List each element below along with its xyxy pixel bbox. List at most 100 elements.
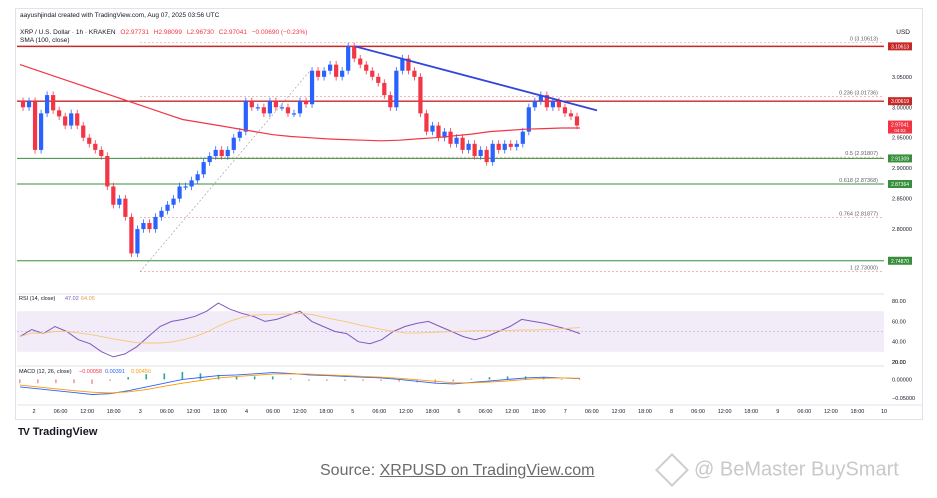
candle-body bbox=[538, 95, 543, 102]
candle-body bbox=[352, 46, 357, 59]
macd-extra-tick: 20.00 bbox=[892, 360, 906, 366]
candle-body bbox=[382, 82, 387, 96]
symbol-label: XRP / U.S. Dollar · 1h · KRAKEN bbox=[20, 29, 116, 36]
candle-body bbox=[63, 116, 68, 126]
candle-body bbox=[105, 156, 110, 187]
candle-body bbox=[26, 101, 32, 108]
candle-body bbox=[237, 131, 242, 138]
currency-label: USD bbox=[896, 29, 910, 36]
candle-body bbox=[454, 137, 459, 144]
last-price-tag bbox=[888, 120, 912, 134]
macd-histogram-bar bbox=[308, 379, 310, 381]
time-tick-label: 06:00 bbox=[691, 409, 705, 415]
fib-level-label: 0.618 (2.87368) bbox=[839, 178, 878, 184]
rsi-tick-label: 60.00 bbox=[892, 319, 906, 325]
candle-body bbox=[213, 149, 218, 156]
watermark-text: @ BeMaster BuySmart bbox=[694, 458, 899, 481]
candle-body bbox=[249, 101, 254, 108]
candle-body bbox=[75, 113, 80, 126]
macd-histogram-bar bbox=[163, 373, 166, 380]
price-tick-label: 2.90000 bbox=[892, 166, 912, 172]
time-tick-label: 06:00 bbox=[266, 409, 280, 415]
candle-body bbox=[430, 125, 435, 132]
candle-body bbox=[117, 198, 122, 205]
candle-body bbox=[436, 125, 441, 138]
fib-level-label: 1 (2.73000) bbox=[850, 266, 878, 272]
candle-body bbox=[502, 143, 507, 150]
time-tick-label: 06:00 bbox=[479, 409, 493, 415]
macd-histogram-bar bbox=[235, 376, 238, 380]
time-tick-label: 18:00 bbox=[638, 409, 652, 415]
candle-body bbox=[406, 58, 411, 71]
candle-body bbox=[364, 64, 369, 71]
price-tick-label: 3.00000 bbox=[892, 105, 912, 111]
candle-body bbox=[297, 101, 303, 114]
time-tick-label: 18:00 bbox=[213, 409, 227, 415]
macd-legend: MACD (12, 26, close) bbox=[19, 369, 72, 375]
macd-tick-label: −0.05000 bbox=[892, 396, 915, 402]
candle-body bbox=[376, 76, 381, 83]
macd-legend-value: 0.00450 bbox=[131, 369, 151, 375]
candle-body bbox=[165, 204, 170, 211]
time-tick-label: 12:00 bbox=[824, 409, 838, 415]
time-tick-label: 10 bbox=[881, 409, 887, 415]
source-link[interactable]: XRPUSD on TradingView.com bbox=[379, 462, 595, 479]
close-value: C2.97041 bbox=[218, 29, 247, 36]
candle-body bbox=[44, 95, 50, 114]
level-tag-resistance-top bbox=[888, 42, 912, 51]
candle-body bbox=[147, 223, 152, 230]
candle-body bbox=[255, 107, 260, 109]
rsi-value: 47.02 bbox=[65, 296, 79, 302]
candle-body bbox=[394, 70, 399, 108]
candle-body bbox=[514, 143, 519, 147]
time-tick-label: 06:00 bbox=[585, 409, 599, 415]
ohlc-legend: XRP / U.S. Dollar · 1h · KRAKEN O2.97731… bbox=[20, 29, 310, 36]
macd-histogram-bar bbox=[91, 379, 93, 384]
level-tag-text-support-low: 2.74870 bbox=[891, 259, 909, 265]
time-tick-label: 4 bbox=[245, 409, 248, 415]
macd-histogram-bar bbox=[344, 379, 346, 381]
candle-body bbox=[177, 186, 182, 199]
time-tick-label: 12:00 bbox=[611, 409, 625, 415]
macd-histogram-bar bbox=[55, 379, 57, 384]
time-tick-label: 12:00 bbox=[505, 409, 519, 415]
macd-legend-value: 0.00391 bbox=[105, 369, 125, 375]
candle-body bbox=[424, 113, 429, 132]
candle-body bbox=[526, 107, 531, 132]
candle-body bbox=[225, 149, 230, 156]
tradingview-logo-icon: TV bbox=[18, 426, 30, 438]
candle-body bbox=[135, 229, 140, 254]
candle-body bbox=[99, 149, 104, 156]
level-tag-support-upper bbox=[888, 154, 912, 163]
candle-body bbox=[388, 95, 393, 108]
level-tag-text-resistance-top: 3.10613 bbox=[891, 44, 909, 50]
candle-body bbox=[556, 101, 562, 108]
fib-level-label: 0.764 (2.81877) bbox=[839, 212, 878, 218]
candle-body bbox=[129, 216, 134, 254]
macd-histogram-bar bbox=[253, 376, 256, 380]
source-caption: Source: XRPUSD on TradingView.com bbox=[320, 462, 595, 480]
time-tick-label: 18:00 bbox=[744, 409, 758, 415]
level-tag-support-mid bbox=[888, 180, 912, 189]
macd-histogram-bar bbox=[19, 379, 21, 384]
level-tag-text-resistance-mid: 3.00619 bbox=[891, 99, 909, 105]
rsi-tick-label: 40.00 bbox=[892, 340, 906, 346]
candle-body bbox=[87, 137, 92, 144]
macd-histogram-bar bbox=[579, 379, 581, 381]
macd-histogram-bar bbox=[560, 379, 563, 380]
rsi-tick-label: 80.00 bbox=[892, 299, 906, 305]
candle-body bbox=[273, 101, 279, 108]
macd-histogram-bar bbox=[181, 371, 184, 380]
macd-histogram-bar bbox=[362, 379, 364, 381]
candle-body bbox=[171, 198, 176, 205]
time-tick-label: 06:00 bbox=[372, 409, 386, 415]
candle-body bbox=[448, 131, 453, 144]
candle-body bbox=[472, 143, 477, 156]
candle-body bbox=[496, 143, 501, 150]
candle-body bbox=[291, 113, 297, 115]
sma-line bbox=[19, 64, 580, 142]
candle-body bbox=[478, 149, 483, 156]
candle-body bbox=[243, 101, 248, 132]
price-tick-label: 3.05000 bbox=[892, 75, 912, 81]
rsi-tick-label: 20.00 bbox=[892, 360, 906, 366]
